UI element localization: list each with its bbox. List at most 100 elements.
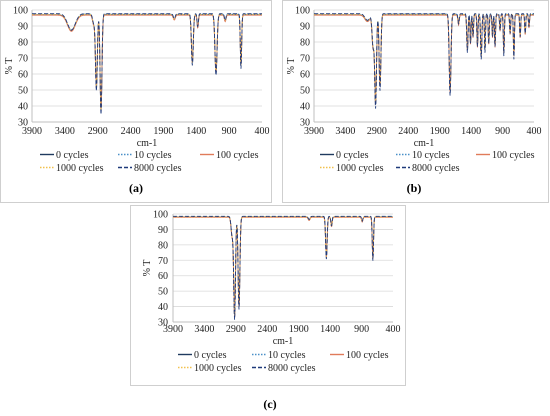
series-line-1000-cycles <box>173 216 393 316</box>
legend-label: 100 cycles <box>492 150 535 161</box>
y-tick-label: 70 <box>18 54 28 65</box>
x-tick-label: 2900 <box>88 126 108 137</box>
legend-label: 1000 cycles <box>56 163 104 174</box>
legend-item: 0 cycles <box>178 350 227 361</box>
y-tick-label: 30 <box>158 318 168 329</box>
legend-item: 1000 cycles <box>40 163 104 174</box>
x-axis-label: cm-1 <box>414 138 435 149</box>
legend-label: 8000 cycles <box>268 363 316 374</box>
y-tick-label: 30 <box>18 118 28 129</box>
x-tick-label: 1900 <box>153 126 173 137</box>
x-tick-label: 2900 <box>226 324 246 335</box>
y-axis-label: % T <box>4 58 15 75</box>
x-tick-label: 1900 <box>289 324 309 335</box>
legend-item: 10 cycles <box>396 150 450 161</box>
legend-label: 1000 cycles <box>336 163 384 174</box>
y-tick-label: 100 <box>295 6 310 17</box>
legend-label: 10 cycles <box>134 150 172 161</box>
legend-item: 8000 cycles <box>118 163 182 174</box>
x-tick-label: 3400 <box>194 324 214 335</box>
legend-item: 100 cycles <box>200 150 259 161</box>
series-line-100-cycles <box>314 14 534 105</box>
x-tick-label: 1400 <box>320 324 340 335</box>
x-tick-label: 400 <box>386 324 401 335</box>
legend-item: 10 cycles <box>252 350 306 361</box>
y-tick-label: 90 <box>158 225 168 236</box>
x-tick-label: 400 <box>255 126 270 137</box>
legend-label: 0 cycles <box>194 350 227 361</box>
legend-label: 10 cycles <box>268 350 306 361</box>
y-tick-label: 90 <box>18 22 28 33</box>
y-tick-label: 40 <box>158 302 168 313</box>
x-axis-label: cm-1 <box>137 138 158 149</box>
legend-item: 0 cycles <box>40 150 89 161</box>
chart-panel-3: 30 40 50 60 70 80 90 100 3900 3400 2900 2400 1900 140… <box>142 210 401 412</box>
panel-b-frame <box>282 0 549 203</box>
chart-panel-1: 30 40 50 60 70 80 90 100 3900 3400 2900 2400 1900 140… <box>4 6 270 196</box>
y-tick-label: 30 <box>300 118 310 129</box>
legend-label: 1000 cycles <box>194 363 242 374</box>
y-tick-label: 50 <box>18 86 28 97</box>
x-tick-label: 1400 <box>461 126 481 137</box>
legend-item: 100 cycles <box>476 150 535 161</box>
x-tick-label: 1900 <box>430 126 450 137</box>
y-tick-label: 100 <box>153 210 168 221</box>
x-tick-label: 900 <box>495 126 510 137</box>
legend-item: 10 cycles <box>118 150 172 161</box>
legend-label: 10 cycles <box>412 150 450 161</box>
y-tick-label: 70 <box>300 54 310 65</box>
x-tick-label: 2400 <box>121 126 141 137</box>
panel-label: (b) <box>407 181 422 195</box>
legend-label: 8000 cycles <box>412 163 460 174</box>
y-tick-label: 90 <box>300 22 310 33</box>
y-tick-label: 80 <box>18 38 28 49</box>
y-tick-label: 60 <box>158 271 168 282</box>
legend-item: 1000 cycles <box>320 163 384 174</box>
y-tick-label: 80 <box>158 240 168 251</box>
legend-item: 8000 cycles <box>252 363 316 374</box>
y-tick-label: 70 <box>158 256 168 267</box>
y-tick-label: 60 <box>300 70 310 81</box>
x-tick-label: 2400 <box>257 324 277 335</box>
y-tick-label: 40 <box>300 102 310 113</box>
series-line-8000-cycles <box>173 215 393 320</box>
x-tick-label: 400 <box>527 126 542 137</box>
y-tick-label: 80 <box>300 38 310 49</box>
x-tick-label: 900 <box>354 324 369 335</box>
x-tick-label: 900 <box>222 126 237 137</box>
panel-label: (c) <box>263 397 276 411</box>
x-tick-label: 1400 <box>186 126 206 137</box>
y-tick-label: 50 <box>158 287 168 298</box>
legend-label: 8000 cycles <box>134 163 182 174</box>
x-tick-label: 3400 <box>335 126 355 137</box>
x-tick-label: 2900 <box>367 126 387 137</box>
y-axis-label: % T <box>286 58 297 75</box>
x-tick-label: 3900 <box>22 126 42 137</box>
legend-label: 0 cycles <box>336 150 369 161</box>
y-tick-label: 60 <box>18 70 28 81</box>
y-tick-label: 40 <box>18 102 28 113</box>
y-tick-label: 100 <box>13 6 28 17</box>
legend-label: 100 cycles <box>346 350 389 361</box>
legend-item: 1000 cycles <box>178 363 242 374</box>
legend-item: 8000 cycles <box>396 163 460 174</box>
series-line-1000-cycles <box>314 13 534 103</box>
series-line-8000-cycles <box>314 13 534 109</box>
panel-a-frame <box>0 0 272 203</box>
y-axis-label: % T <box>142 260 153 277</box>
legend-label: 100 cycles <box>216 150 259 161</box>
y-tick-label: 50 <box>300 86 310 97</box>
panel-label: (a) <box>129 181 143 195</box>
legend-label: 0 cycles <box>56 150 89 161</box>
legend-item: 0 cycles <box>320 150 369 161</box>
chart-panel-2: 30 40 50 60 70 80 90 100 3900 3400 2900 2400 1900 140… <box>286 6 542 196</box>
series-line-100-cycles <box>173 216 393 318</box>
x-tick-label: 2400 <box>398 126 418 137</box>
x-tick-label: 3900 <box>163 324 183 335</box>
panel-c-frame <box>130 205 406 386</box>
x-tick-label: 3400 <box>55 126 75 137</box>
x-tick-label: 3900 <box>304 126 324 137</box>
legend-item: 100 cycles <box>330 350 389 361</box>
